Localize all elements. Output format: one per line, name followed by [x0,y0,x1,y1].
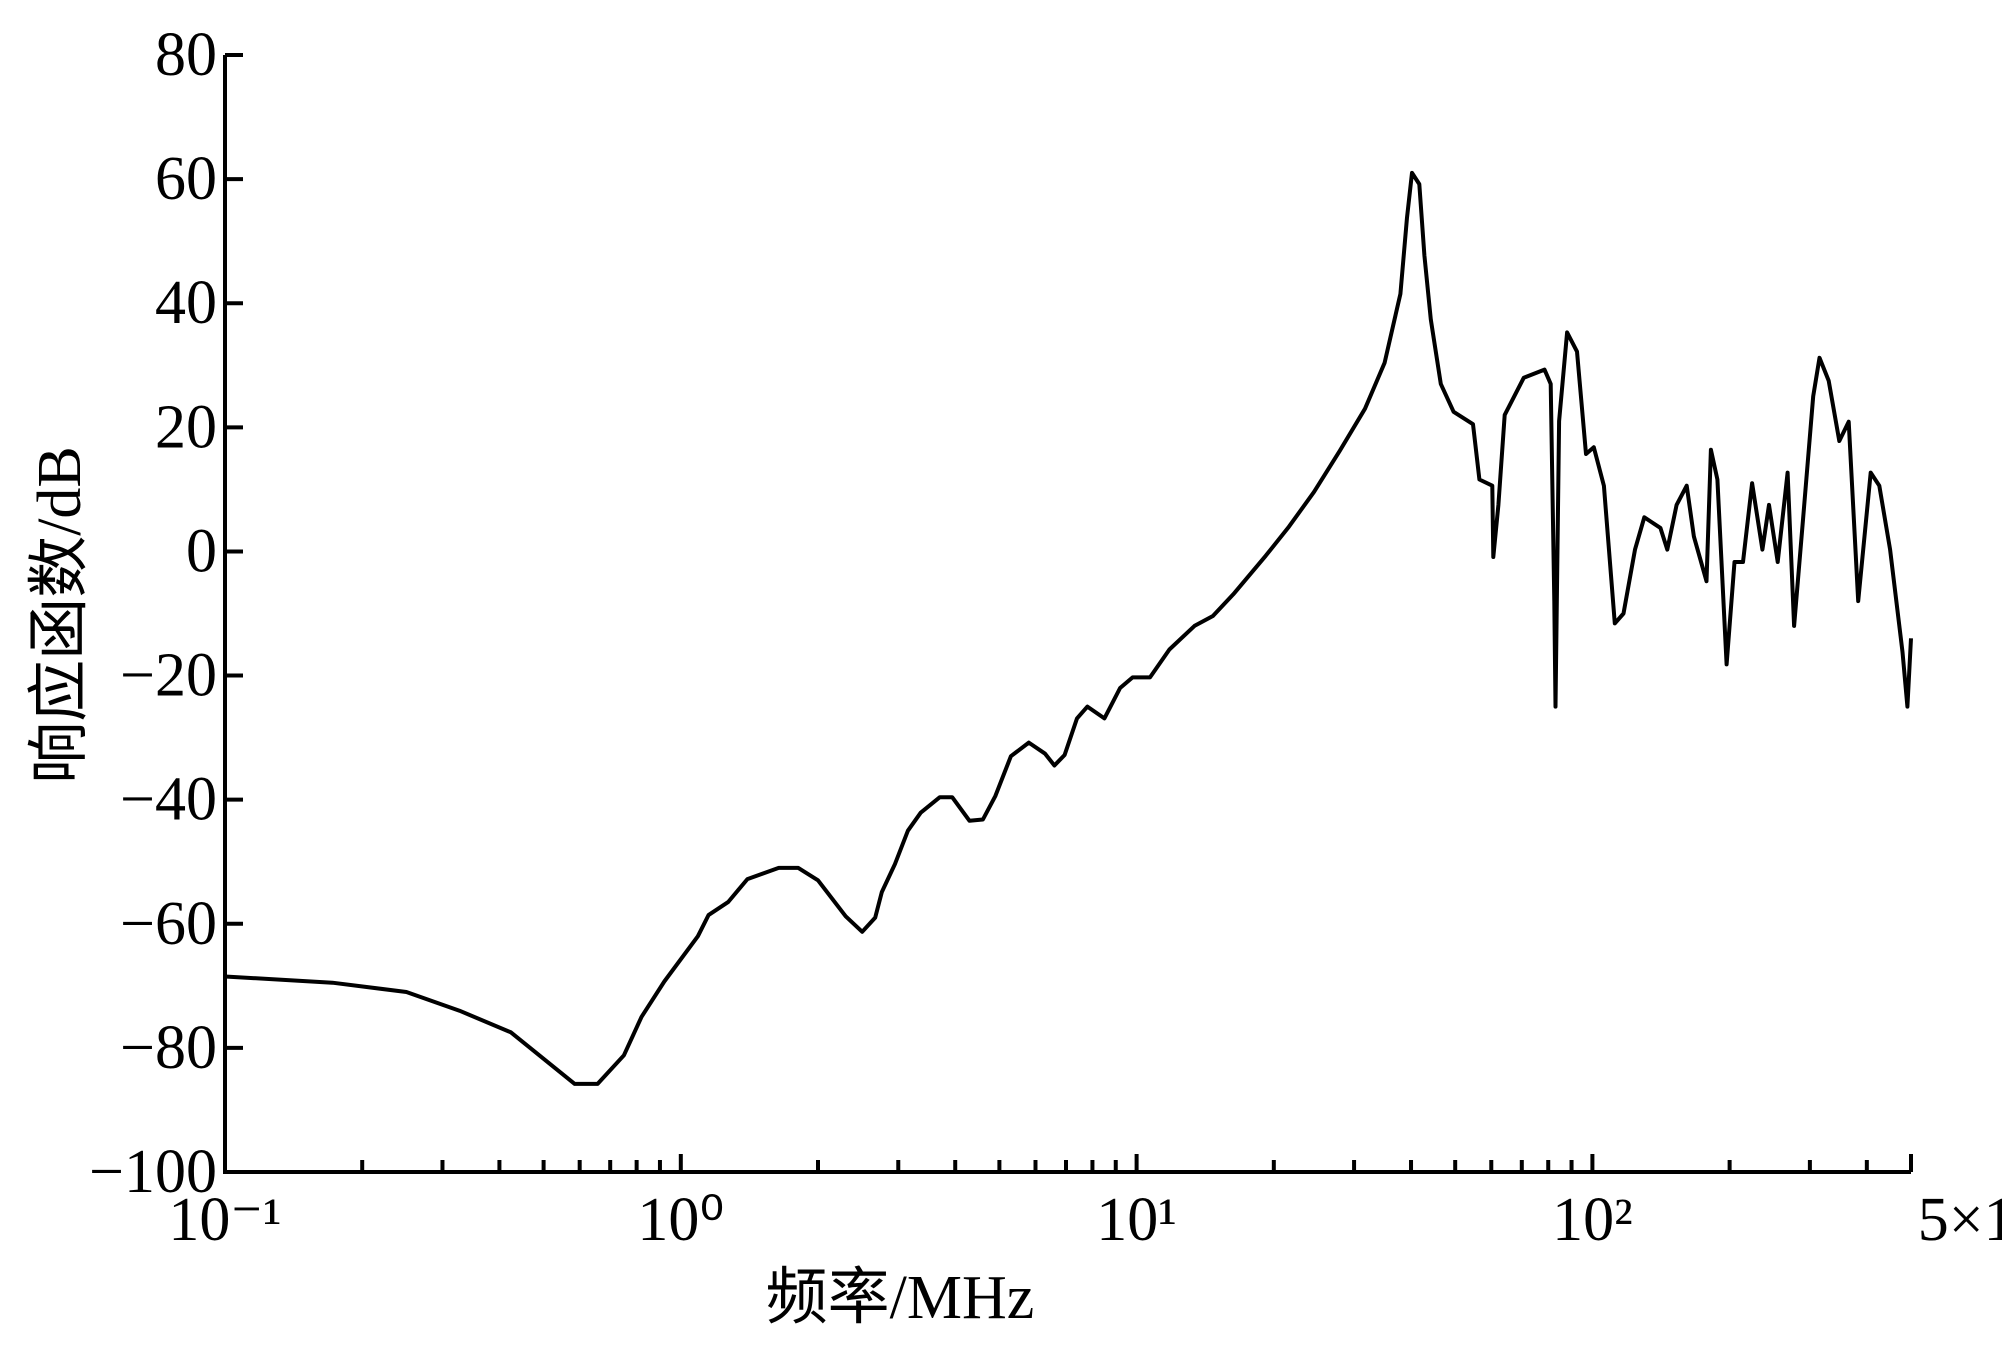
y-tick-label: 60 [155,145,217,213]
x-tick-label: 10⁰ [637,1186,724,1254]
x-axis-label: 频率/MHz [766,1264,1035,1332]
y-tick-label: −100 [89,1138,217,1206]
y-tick-label: −20 [120,642,217,710]
y-tick-label: −40 [120,766,217,834]
y-tick-label: −80 [120,1014,217,1082]
y-tick-label: −60 [120,890,217,958]
y-tick-label: 20 [155,393,217,461]
x-tick-label: 5×10² [1918,1186,2002,1254]
x-tick-label: 10² [1552,1186,1633,1254]
y-tick-label: 80 [155,21,217,89]
y-tick-label: 40 [155,269,217,337]
y-tick-label: 0 [186,517,217,585]
x-tick-label: 10⁻¹ [168,1186,281,1254]
line [224,170,1913,1086]
x-tick-label: 10¹ [1096,1186,1177,1254]
y-axis-label: 响应函数/dB [26,446,94,784]
